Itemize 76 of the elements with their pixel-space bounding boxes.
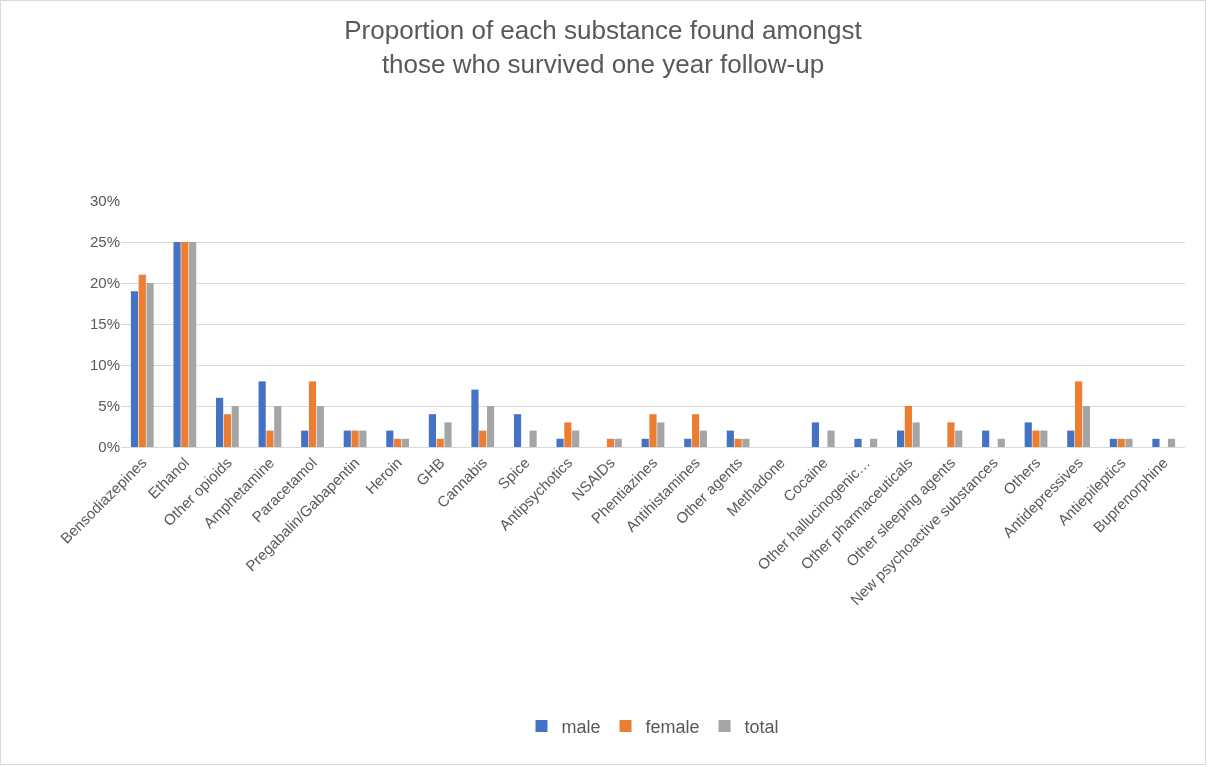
legend-label: female [645,716,700,737]
bar [231,406,239,447]
bar [1167,438,1176,447]
bar [699,430,707,447]
bar [146,283,154,447]
bar [359,430,367,447]
bar [351,430,359,447]
bar [216,397,224,447]
bar [564,422,572,447]
bar [904,406,912,447]
bar [1117,438,1125,447]
bar [1125,438,1133,447]
bar [1032,430,1040,447]
bar [189,242,197,447]
bar [130,291,139,447]
bar [614,438,622,447]
bar [138,274,146,447]
bar [486,406,495,447]
bar [1152,438,1160,447]
y-tick-label: 30% [89,192,120,210]
bar [471,389,479,447]
bar [982,430,990,447]
bar [734,438,742,447]
bar [811,422,820,447]
bar [316,406,324,447]
bar [1082,406,1090,447]
bar [266,430,274,447]
y-tick-label: 20% [89,274,120,292]
bar [173,242,181,447]
bar [1067,430,1075,447]
bar [827,430,835,447]
bar [854,438,862,447]
bar [513,414,522,447]
chart-title: Proportion of each substance found amongst those who survived one year follow-up [344,15,863,79]
legend-label: male [561,716,601,737]
bar [912,422,920,447]
bar [1075,381,1083,447]
y-tick-label: 25% [89,233,120,251]
bar [556,438,564,447]
bar [479,430,487,447]
bar [181,242,189,447]
bar [870,438,878,447]
y-tick-label: 0% [98,438,120,456]
bar [955,430,963,447]
bar [386,430,394,447]
bar [308,381,317,447]
bar [428,414,436,447]
bar [258,381,266,447]
y-tick-label: 15% [89,315,120,333]
bar [649,414,657,447]
bar [896,430,905,447]
y-tick-label: 10% [89,356,120,374]
bar [997,438,1005,447]
bar [641,438,649,447]
bar [606,438,615,447]
bar [444,422,452,447]
bar [436,438,444,447]
bar [1024,422,1032,447]
bar [742,438,750,447]
bar [572,430,580,447]
bar [401,438,410,447]
bar [726,430,734,447]
bar [1040,430,1048,447]
bar [529,430,537,447]
bar [274,406,282,447]
bar [394,438,402,447]
bar [684,438,692,447]
bar [1109,438,1117,447]
legend-label: total [744,716,779,737]
bar [301,430,309,447]
bar [343,430,351,447]
bar [657,422,665,447]
bar [691,414,700,447]
bar [223,414,231,447]
bar [947,422,955,447]
y-tick-label: 5% [98,397,120,415]
